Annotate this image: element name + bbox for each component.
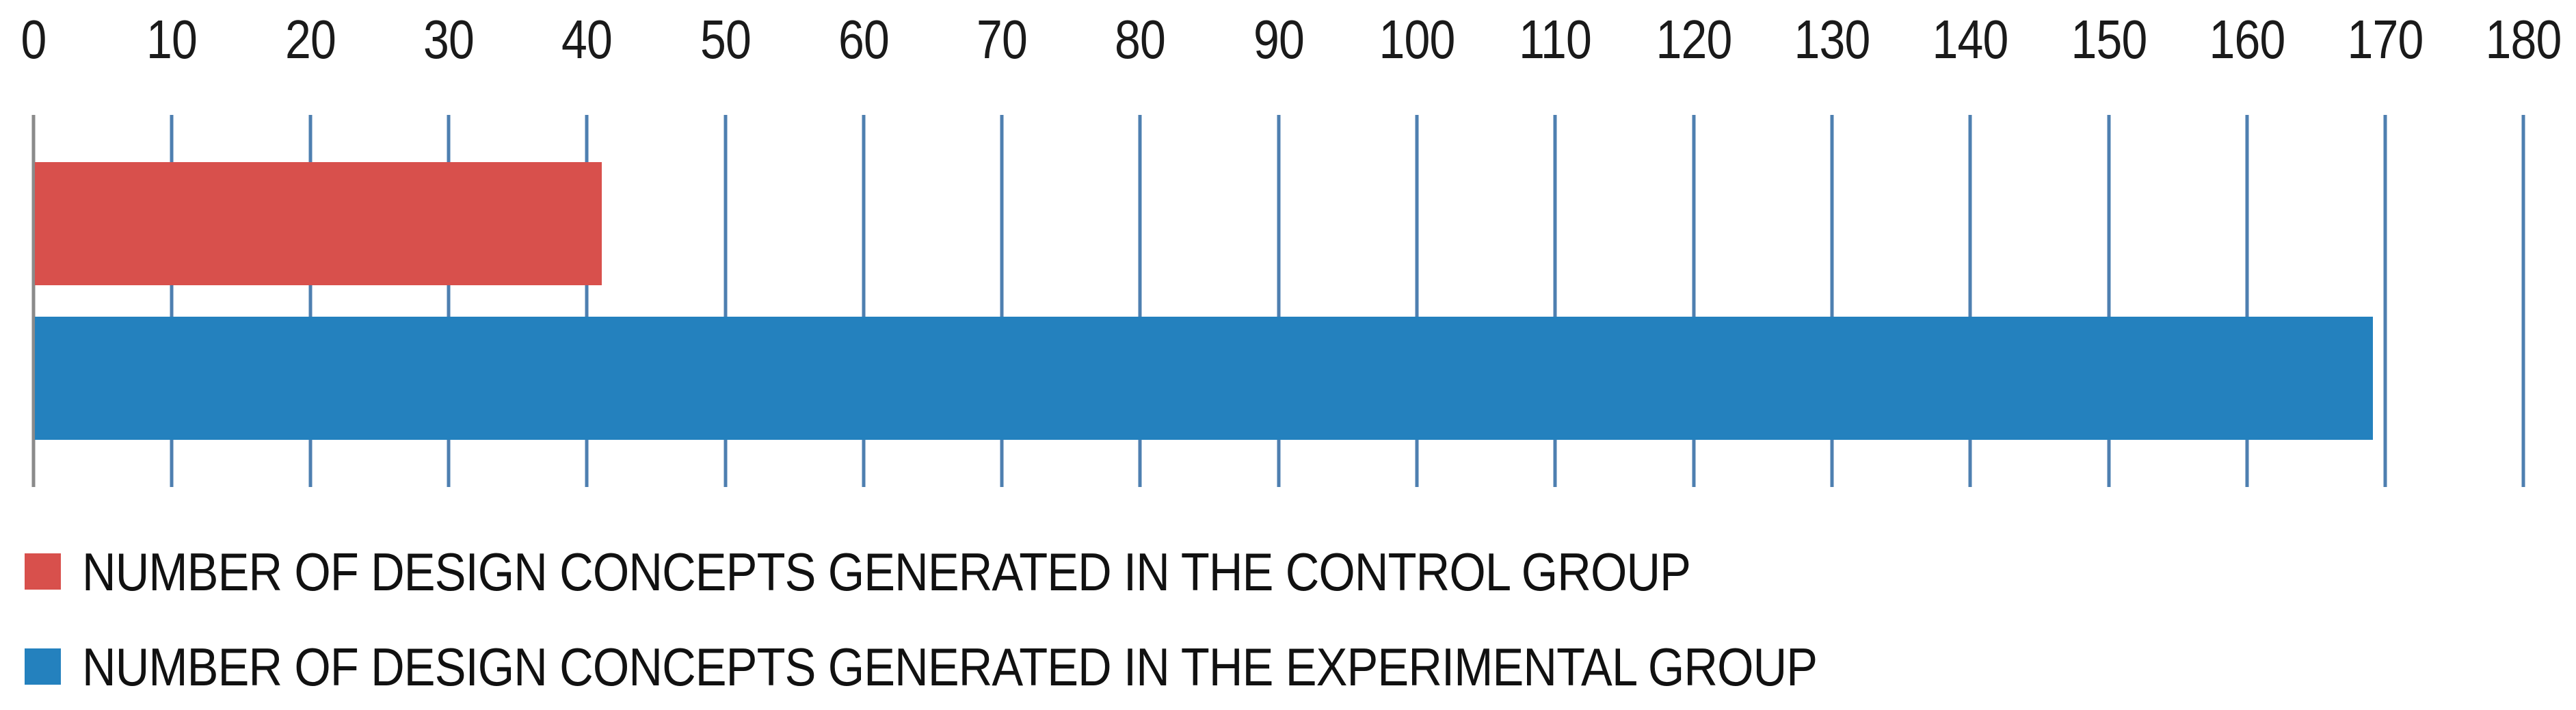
gridline bbox=[2521, 115, 2525, 487]
gridline bbox=[723, 115, 727, 487]
gridline bbox=[308, 115, 313, 487]
gridline bbox=[1692, 115, 1696, 487]
x-tick-label: 30 bbox=[423, 9, 475, 70]
gridline bbox=[1000, 115, 1004, 487]
x-tick-label: 70 bbox=[977, 9, 1028, 70]
x-tick-label: 40 bbox=[561, 9, 613, 70]
gridline bbox=[1830, 115, 1834, 487]
x-tick-label: 50 bbox=[700, 9, 752, 70]
gridline bbox=[170, 115, 174, 487]
x-tick-label: 170 bbox=[2347, 9, 2424, 70]
legend-label: NUMBER OF DESIGN CONCEPTS GENERATED IN T… bbox=[82, 541, 1691, 602]
legend-item: NUMBER OF DESIGN CONCEPTS GENERATED IN T… bbox=[25, 640, 2054, 694]
x-tick-label: 180 bbox=[2485, 9, 2562, 70]
x-tick-label: 120 bbox=[1656, 9, 1732, 70]
gridline bbox=[2107, 115, 2110, 487]
gridline bbox=[1553, 115, 1557, 487]
y-axis-line bbox=[31, 115, 36, 487]
x-tick-label: 160 bbox=[2209, 9, 2285, 70]
gridline bbox=[862, 115, 866, 487]
gridline bbox=[2245, 115, 2249, 487]
legend-label: NUMBER OF DESIGN CONCEPTS GENERATED IN T… bbox=[82, 636, 1818, 697]
x-tick-label: 10 bbox=[146, 9, 198, 70]
legend-swatch-icon bbox=[25, 648, 61, 685]
bar-control-group bbox=[35, 162, 602, 285]
gridline bbox=[1138, 115, 1142, 487]
x-tick-label: 110 bbox=[1519, 9, 1592, 70]
x-tick-label: 60 bbox=[838, 9, 890, 70]
x-tick-label: 140 bbox=[1932, 9, 2009, 70]
x-tick-label: 90 bbox=[1253, 9, 1305, 70]
gridline bbox=[2383, 115, 2387, 487]
x-tick-label: 130 bbox=[1794, 9, 1870, 70]
gridline bbox=[585, 115, 589, 487]
legend-swatch-icon bbox=[25, 553, 61, 590]
x-tick-label: 100 bbox=[1379, 9, 1456, 70]
gridline bbox=[447, 115, 451, 487]
x-tick-label: 80 bbox=[1115, 9, 1166, 70]
x-tick-label: 150 bbox=[2071, 9, 2147, 70]
gridline bbox=[1968, 115, 1972, 487]
bar-experimental-group bbox=[35, 317, 2373, 440]
x-tick-label: 0 bbox=[21, 9, 47, 70]
x-tick-label: 20 bbox=[284, 9, 336, 70]
legend-item: NUMBER OF DESIGN CONCEPTS GENERATED IN T… bbox=[25, 545, 1910, 599]
gridline bbox=[1415, 115, 1419, 487]
gridline bbox=[1277, 115, 1281, 487]
